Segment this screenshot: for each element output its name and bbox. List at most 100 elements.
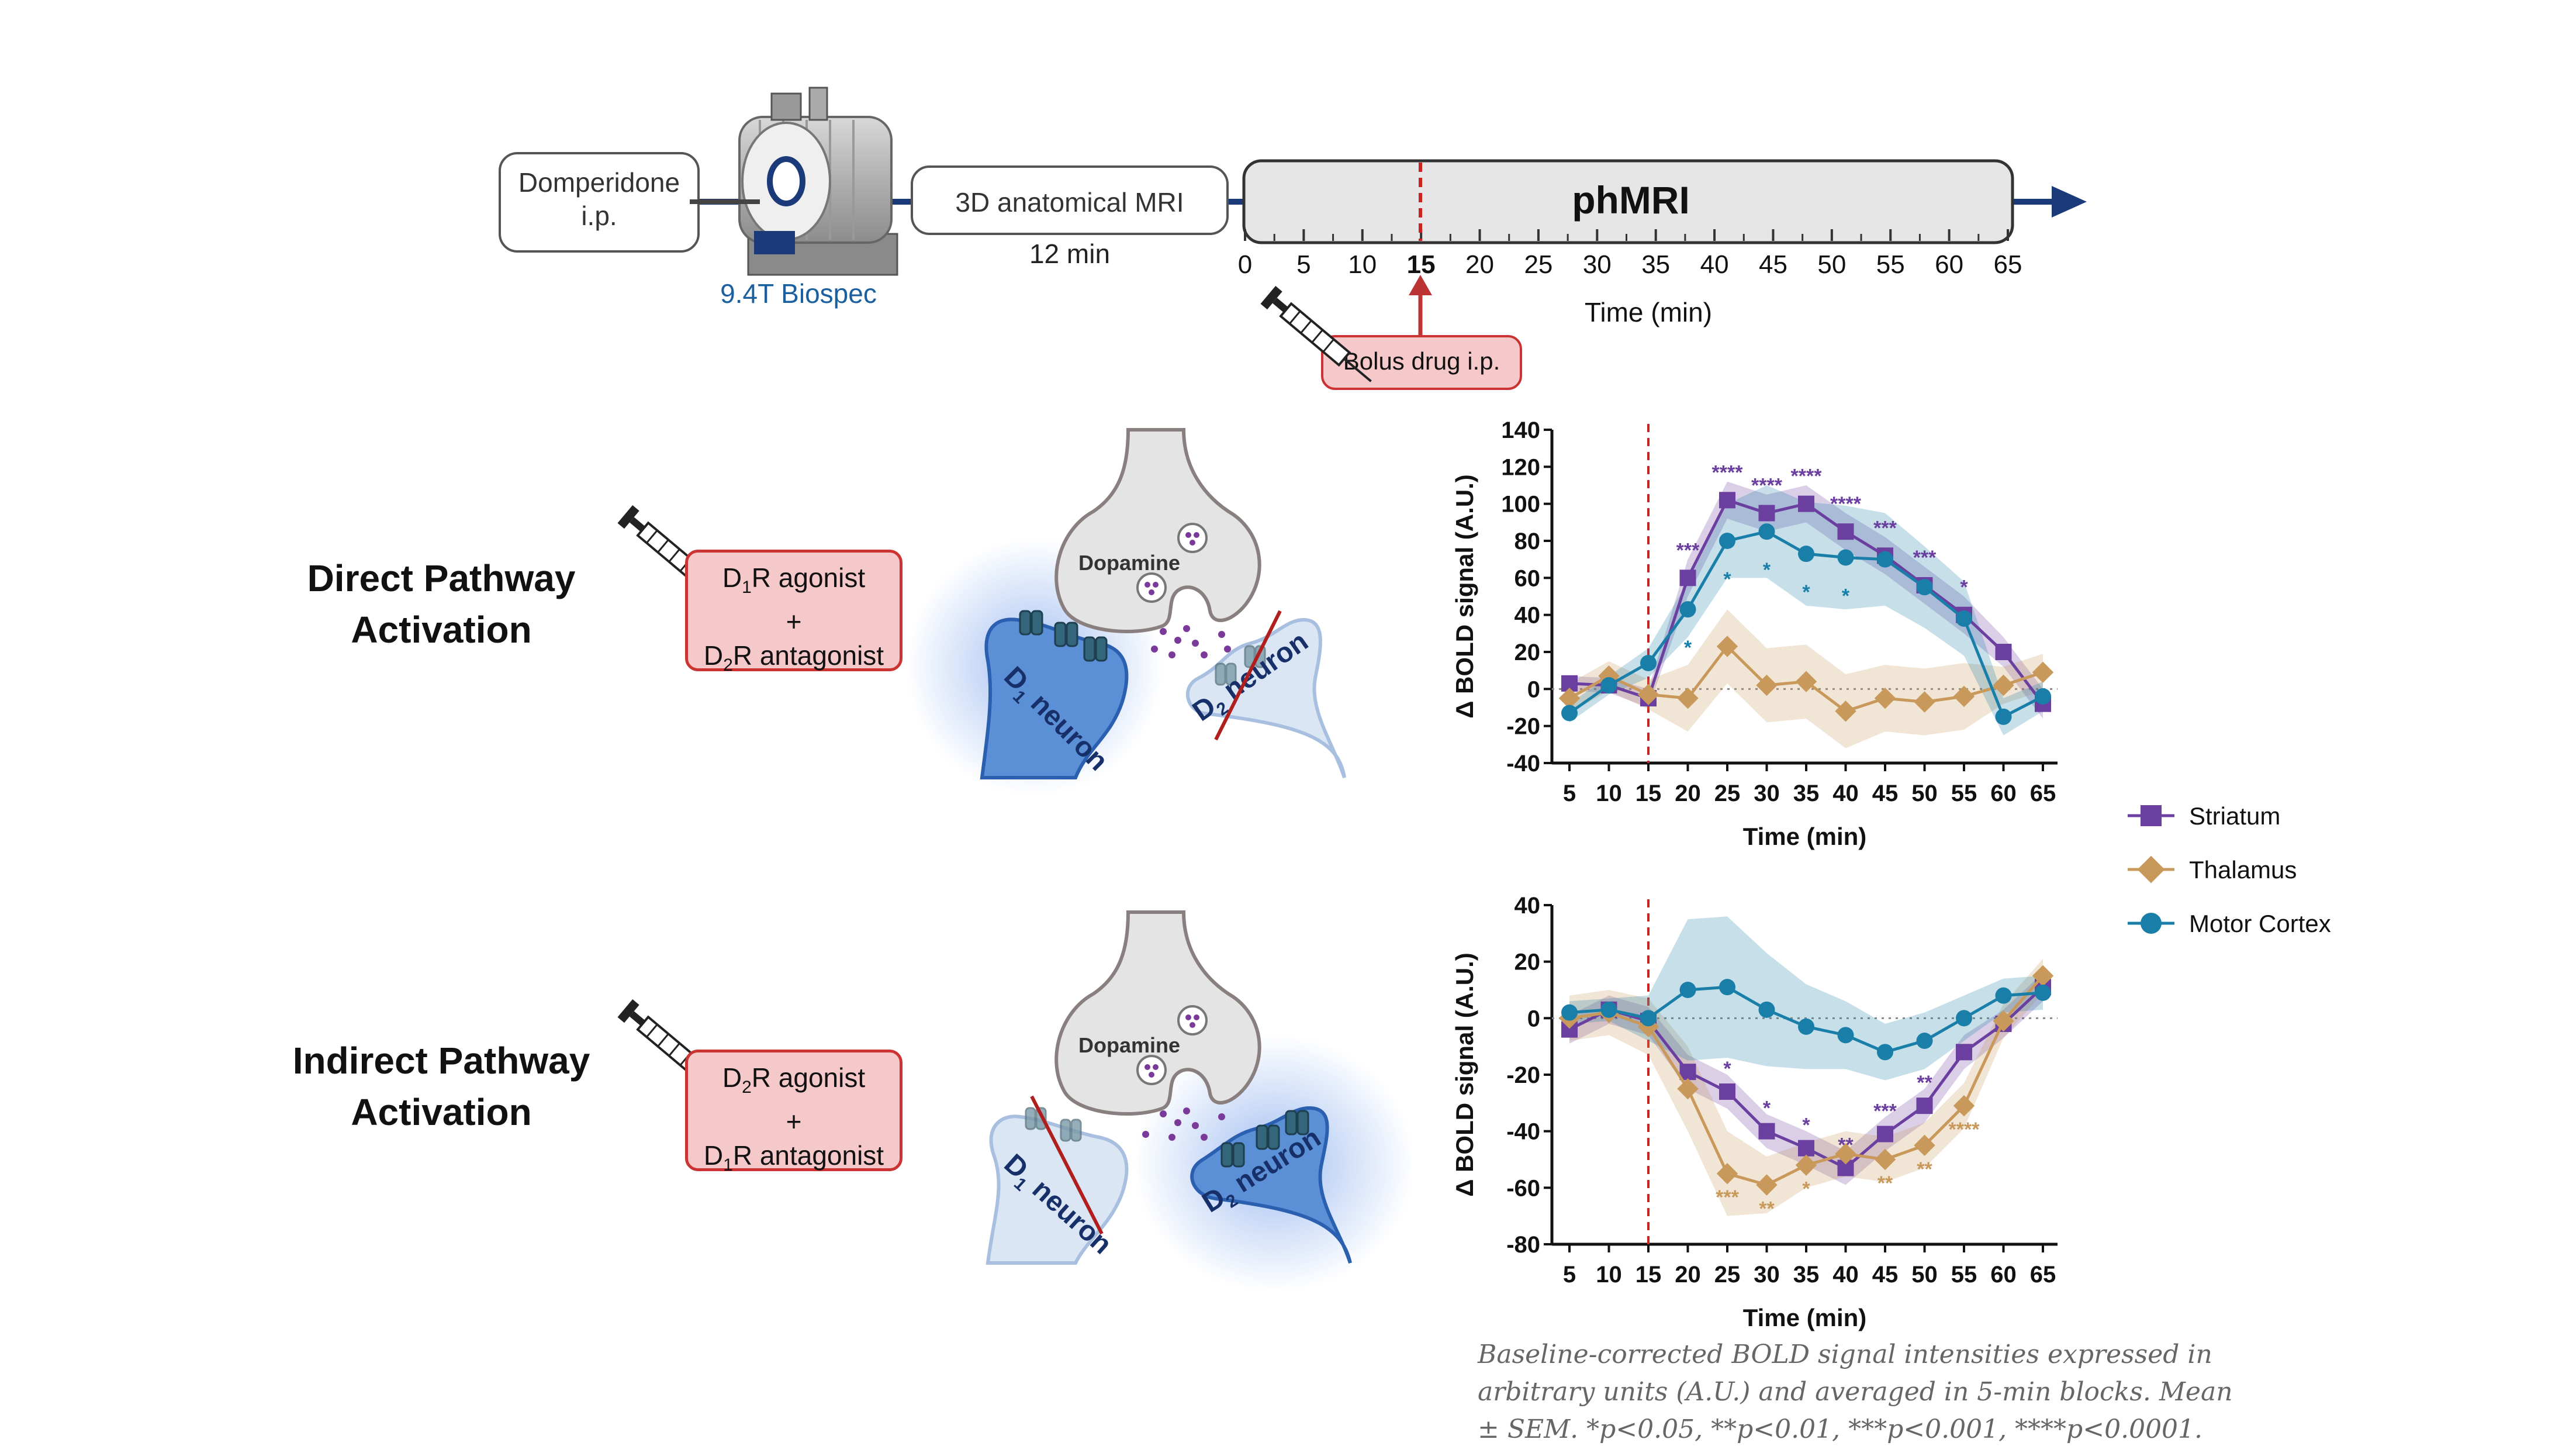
anatomical-duration: 12 min (1029, 239, 1110, 269)
x-tick-label: 50 (1911, 781, 1938, 806)
data-point (1598, 665, 1620, 687)
timeline-tick-label: 35 (1641, 250, 1670, 279)
data-point (1877, 1044, 1893, 1061)
data-point (1679, 570, 1696, 586)
data-point (2032, 661, 2054, 684)
data-point (1837, 523, 1854, 540)
data-point (1558, 687, 1581, 709)
bolus-label: Bolus drug i.p. (1343, 347, 1500, 375)
data-point (1837, 1027, 1854, 1044)
x-axis-label: Time (min) (1743, 823, 1867, 850)
data-point (1835, 1143, 1856, 1165)
domperidone-label-2: i.p. (581, 201, 617, 231)
y-tick-label: -40 (1506, 751, 1540, 776)
data-point (1916, 1097, 1933, 1114)
x-tick-label: 25 (1714, 1262, 1741, 1288)
data-point (1916, 1033, 1933, 1049)
significance-stars: ** (1877, 1172, 1893, 1195)
dopamine-molecules (1151, 625, 1231, 658)
presynaptic-terminal (1054, 428, 1261, 633)
significance-stars: **** (1791, 465, 1823, 488)
blocked-slash (1214, 610, 1282, 741)
data-point (2032, 965, 2054, 987)
data-point (1758, 505, 1775, 522)
data-point (1995, 987, 2012, 1004)
direct-drug-box: D1R agonist + D2R antagonist (685, 550, 903, 675)
x-tick-label: 40 (1832, 781, 1859, 806)
dopamine-label: Dopamine (1078, 551, 1180, 575)
syringe-icon (1260, 285, 1372, 382)
x-tick-label: 60 (1990, 781, 2017, 806)
data-point (1716, 1162, 1738, 1185)
indirect-drug-line1: D2R agonist (722, 1062, 866, 1097)
y-tick-label: 20 (1515, 950, 1541, 975)
significance-stars: * (1802, 1114, 1810, 1137)
dopamine-molecules (1142, 1107, 1225, 1141)
y-tick-label: 120 (1501, 454, 1540, 480)
significance-stars: **** (1751, 475, 1783, 497)
data-point (1716, 636, 1738, 657)
timeline-tick-label: 60 (1935, 250, 1963, 279)
anatomical-label: 3D anatomical MRI (955, 187, 1184, 218)
direct-drug-plus: + (786, 606, 802, 637)
vesicle (1177, 523, 1208, 553)
timeline-tick-label: 40 (1700, 250, 1729, 279)
vesicle (1177, 1005, 1208, 1036)
data-point (1914, 1134, 1935, 1157)
timeline: Domperidone i.p. 9.4T Biospec 3D anatomi… (499, 87, 2087, 390)
indirect-drug-line2: D1R antagonist (703, 1140, 884, 1175)
figure-caption: Baseline-corrected BOLD signal intensiti… (1478, 1340, 2233, 1444)
receptor-icon (1215, 645, 1266, 686)
x-tick-label: 65 (2030, 1262, 2056, 1288)
direct-bold-chart: -40 -20 0 20 40 60 80 100 120 140 5 10 15 20 25 30 35 40 4… (1451, 417, 2058, 850)
data-point (1561, 705, 1578, 722)
y-tick-label: -20 (1506, 1062, 1540, 1088)
x-tick-label: 55 (1951, 781, 1977, 806)
data-point (1677, 1078, 1699, 1100)
data-point (2035, 688, 2051, 705)
significance-stars: *** (1676, 539, 1700, 561)
data-point (1795, 1154, 1817, 1176)
phmri-label: phMRI (1572, 178, 1690, 222)
data-point (1798, 546, 1814, 562)
presynaptic-terminal (1054, 910, 1261, 1116)
scanner-label: 9.4T Biospec (720, 278, 877, 309)
timeline-tick-label: 65 (1994, 250, 2022, 279)
legend-item-motor-cortex: Motor Cortex (2128, 910, 2331, 937)
x-tick-label: 65 (2030, 781, 2056, 806)
data-point (1835, 700, 1856, 722)
data-point (1877, 1126, 1893, 1143)
legend-label: Thalamus (2189, 856, 2297, 883)
data-point (1995, 644, 2012, 660)
x-tick-label: 15 (1635, 781, 1662, 806)
x-tick-label: 15 (1635, 1262, 1662, 1288)
timeline-tick-labels: 0 5 10 15 20 25 30 35 40 45 50 55 60 65 (1238, 250, 2022, 279)
significance-stars: * (1684, 637, 1692, 659)
receptor-icon (1025, 1107, 1082, 1142)
data-point (1953, 685, 1975, 707)
x-tick-label: 5 (1563, 1262, 1576, 1288)
timeline-tick-label: 25 (1524, 250, 1552, 279)
y-tick-label: -40 (1506, 1119, 1540, 1145)
significance-stars: * (1763, 1097, 1771, 1120)
y-axis-label: Δ BOLD signal (A.U.) (1451, 952, 1478, 1197)
x-tick-label: 35 (1793, 1262, 1820, 1288)
significance-stars: *** (1873, 517, 1897, 539)
significance-stars: * (1960, 577, 1968, 599)
data-point (1600, 677, 1617, 693)
y-tick-label: -20 (1506, 714, 1540, 740)
indirect-drug-box: D2R agonist + D1R antagonist (685, 1050, 903, 1175)
data-point (1877, 551, 1893, 568)
y-tick-label: 0 (1527, 1006, 1540, 1031)
vesicle (1136, 572, 1167, 603)
data-point (1795, 671, 1817, 692)
blocked-slash (1030, 1095, 1104, 1235)
x-tick-label: 30 (1754, 781, 1780, 806)
direct-title-line1: Direct Pathway (307, 557, 576, 599)
data-point (1874, 1148, 1896, 1171)
indirect-drug-plus: + (786, 1106, 802, 1137)
data-point (1637, 684, 1659, 706)
x-tick-label: 10 (1596, 781, 1622, 806)
x-tick-label: 5 (1563, 781, 1576, 806)
x-tick-label: 45 (1872, 1262, 1899, 1288)
